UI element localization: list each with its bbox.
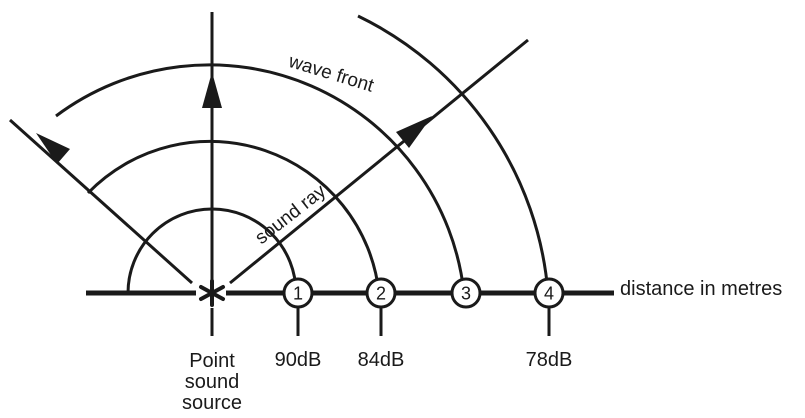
distance-marker-3: 3	[450, 277, 482, 309]
svg-text:2: 2	[376, 284, 386, 304]
wave-front-arc-2	[86, 139, 381, 294]
svg-text:4: 4	[544, 284, 554, 304]
point-source-label-line2: sound	[184, 371, 240, 393]
point-source-label: Point sound source	[182, 351, 242, 414]
point-source-icon	[199, 279, 225, 307]
distance-marker-4: 4	[533, 277, 565, 309]
distance-axis-label: distance in metres	[620, 278, 783, 300]
sound-ray-left	[8, 118, 194, 285]
distance-marker-2: 2	[365, 277, 397, 309]
sound-ray-diagonal	[229, 38, 529, 285]
wave-front-arc-4	[357, 14, 550, 294]
arrowhead-diagonal-icon	[396, 116, 432, 148]
arrowhead-left-icon	[36, 133, 70, 164]
db-label-1: 90dB	[274, 349, 322, 371]
svg-text:3: 3	[461, 284, 471, 304]
point-source-label-line3: source	[181, 392, 243, 414]
arrowhead-vertical-icon	[202, 72, 222, 108]
distance-marker-1: 1	[282, 277, 314, 309]
wave-front-arc-3	[55, 63, 466, 294]
svg-text:1: 1	[293, 284, 303, 304]
db-label-4: 78dB	[525, 349, 573, 371]
db-label-2: 84dB	[357, 349, 405, 371]
point-source-label-line1: Point	[189, 350, 235, 372]
